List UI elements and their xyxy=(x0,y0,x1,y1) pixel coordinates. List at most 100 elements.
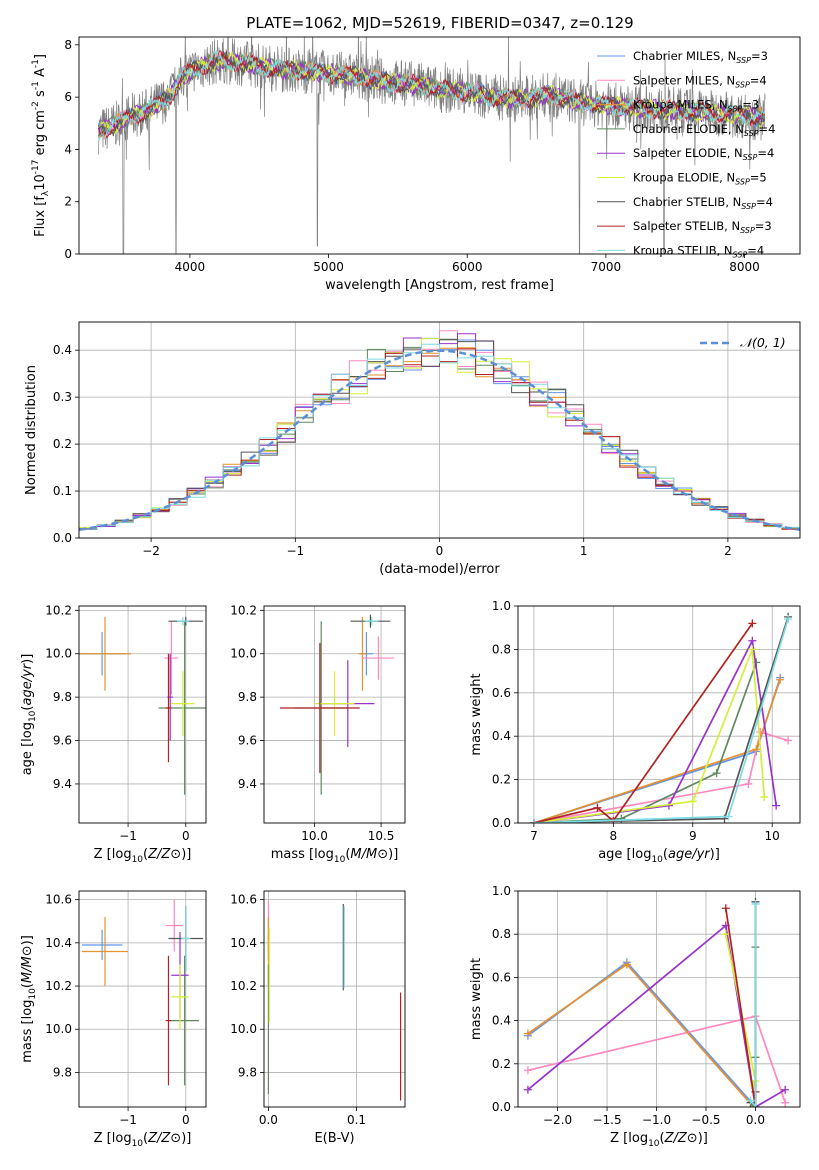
x-tick-label: 10.5 xyxy=(368,829,395,843)
y-tick-label: 0.2 xyxy=(53,437,72,451)
errorbar-point xyxy=(79,616,131,691)
errorbar-point xyxy=(165,955,172,1086)
y-tick-label: 9.8 xyxy=(53,1065,72,1079)
weight-series-line xyxy=(527,923,786,1107)
x-tick-label: 9 xyxy=(689,829,697,843)
y-tick-label: 0.8 xyxy=(492,642,511,656)
x-axis-label: Z [log10(Z/Z⊙)] xyxy=(94,847,192,865)
errorbar-point xyxy=(314,671,355,737)
weight-marker xyxy=(712,769,721,778)
weight-marker xyxy=(748,645,757,654)
figure-title: PLATE=1062, MJD=52619, FIBERID=0347, z=0… xyxy=(246,14,633,32)
weight-series-line xyxy=(533,622,753,823)
x-tick-label: 0 xyxy=(182,829,190,843)
weight-marker xyxy=(622,960,631,969)
x-axis-label: Z [log10(Z/Z⊙)] xyxy=(610,1131,708,1149)
weight-marker xyxy=(751,1103,760,1107)
spectrum-data-line xyxy=(98,37,766,254)
x-tick-label: 0 xyxy=(182,1113,190,1127)
errorbar-point xyxy=(170,955,200,1086)
weight-marker xyxy=(523,1066,532,1075)
y-tick-label: 9.8 xyxy=(238,1065,257,1079)
errorbar-point xyxy=(362,636,395,680)
y-tick-label: 6 xyxy=(64,90,72,104)
x-tick-label: 7000 xyxy=(591,260,622,274)
weight-marker xyxy=(748,636,757,645)
axes-frame xyxy=(263,605,406,824)
axes-frame xyxy=(78,321,801,539)
y-tick-label: 10.6 xyxy=(230,893,257,907)
y-tick-label: 9.4 xyxy=(53,777,72,791)
y-tick-label: 0.3 xyxy=(53,390,72,404)
legend-entry: Chabrier MILES, NSSP=3 xyxy=(633,49,768,65)
x-tick-label: −1.0 xyxy=(642,1113,671,1127)
y-tick-label: 0.6 xyxy=(492,686,511,700)
axes-frame xyxy=(517,605,801,824)
weight_vs_Z-panel: −2.0 −1.5 −1.0 −0.5 0.0 0.0 0.2 0.4 0.6 0.8 1.0 Z [… xyxy=(469,884,801,1149)
weight-marker xyxy=(721,904,730,913)
y-tick-label: 0.0 xyxy=(53,531,72,545)
x-axis-label: (data-model)/error xyxy=(379,562,500,577)
weight-marker xyxy=(772,801,781,810)
legend-entry: Salpeter ELODIE, NSSP=4 xyxy=(633,146,774,162)
y-axis-label: Flux [fλ10-17 erg cm-2 s-1 A-1] xyxy=(31,54,51,237)
y-tick-label: 0.6 xyxy=(492,970,511,984)
residuals-panel: −2 −1 0 1 2 0.0 0.1 0.2 0.3 0.4 (data-model)/error… xyxy=(24,321,801,577)
y-tick-label: 1.0 xyxy=(492,599,511,613)
x-tick-label: −1 xyxy=(286,544,304,558)
y-tick-label: 10.2 xyxy=(45,603,72,617)
mass_vs_ebv-panel: 0.0 0.1 9.8 10.0 10.2 10.4 10.6 E(B-V) xyxy=(230,890,406,1146)
x-tick-label: 2 xyxy=(724,544,732,558)
weight-series-line xyxy=(533,730,789,823)
y-tick-label: 0.4 xyxy=(492,729,511,743)
histograms xyxy=(79,330,800,532)
age_vs_mass-panel: 10.0 10.5 9.4 9.6 9.8 10.0 10.2 mass [log10(M/M… xyxy=(230,603,406,865)
errorbars xyxy=(79,616,206,795)
y-tick-label: 0.0 xyxy=(492,1100,511,1114)
spectrum-model-line xyxy=(97,50,766,142)
legend-entry: Salpeter STELIB, NSSP=3 xyxy=(633,219,772,235)
histogram-step xyxy=(79,343,800,530)
mass_vs_Z-panel: −1 0 9.8 10.0 10.2 10.4 10.6 Z [log10(Z/Z⊙)] mas… xyxy=(20,890,207,1149)
x-tick-label: −1 xyxy=(119,1113,137,1127)
weight-marker xyxy=(760,792,769,801)
legend-entry: Chabrier STELIB, NSSP=4 xyxy=(633,195,773,211)
x-tick-label: 0 xyxy=(436,544,444,558)
weight-series-line xyxy=(533,649,766,823)
y-tick-label: 0.0 xyxy=(492,816,511,830)
errorbar-point xyxy=(165,899,183,952)
y-tick-label: 9.6 xyxy=(238,734,257,748)
x-axis-label: wavelength [Angstrom, rest frame] xyxy=(325,278,554,293)
axes-frame xyxy=(78,890,207,1108)
y-tick-label: 9.8 xyxy=(53,690,72,704)
y-tick-label: 9.8 xyxy=(238,690,257,704)
x-tick-label: 7 xyxy=(530,829,538,843)
y-tick-label: 1.0 xyxy=(492,884,511,898)
errorbars xyxy=(279,614,395,795)
errorbar-point xyxy=(165,653,172,763)
y-tick-label: 0.2 xyxy=(492,773,511,787)
y-tick-label: 10.2 xyxy=(45,979,72,993)
x-tick-label: 10.0 xyxy=(301,829,328,843)
x-tick-label: 10 xyxy=(765,829,780,843)
errorbar-point xyxy=(164,621,179,695)
weight-marker xyxy=(751,899,760,908)
axes-frame xyxy=(517,890,801,1108)
x-tick-label: 8 xyxy=(610,829,618,843)
errorbars xyxy=(267,899,402,1101)
weight-marker xyxy=(752,745,761,754)
errorbar-point xyxy=(171,671,195,737)
x-tick-label: −2 xyxy=(142,544,160,558)
spectrum-lines xyxy=(97,37,766,254)
weight-marker xyxy=(724,812,733,821)
y-tick-label: 10.0 xyxy=(230,647,257,661)
legend-entry: 𝒩(0, 1) xyxy=(740,335,786,350)
y-tick-label: 10.4 xyxy=(45,936,72,950)
y-tick-label: 0.4 xyxy=(492,1014,511,1028)
y-axis-label: Normed distribution xyxy=(24,365,39,495)
weight-lines xyxy=(529,612,793,823)
weight-marker xyxy=(781,1098,790,1107)
y-tick-label: 9.4 xyxy=(238,777,257,791)
x-axis-label: age [log10(age/yr)] xyxy=(598,847,720,865)
y-tick-label: 10.0 xyxy=(230,1022,257,1036)
